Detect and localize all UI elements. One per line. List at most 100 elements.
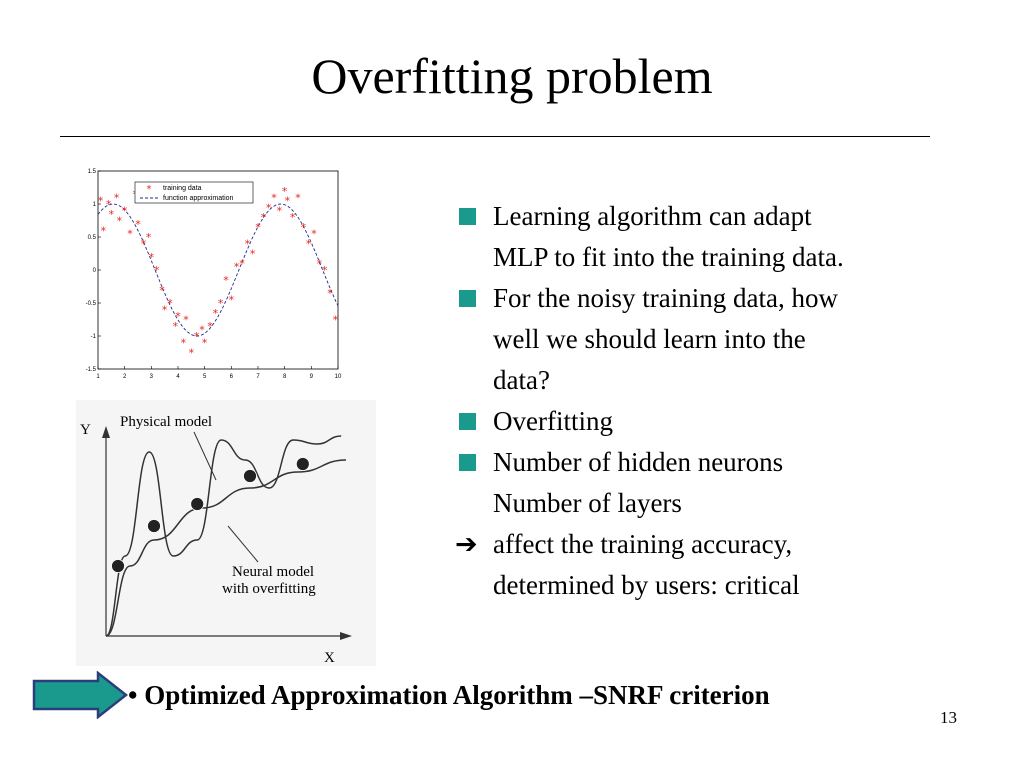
y-axis-arrowhead: [102, 426, 110, 438]
training-data-point: *: [290, 211, 296, 224]
x-tick-label: 7: [256, 374, 260, 380]
bottom-bullet: •: [128, 680, 138, 710]
y-tick-label: 0.5: [88, 235, 97, 241]
neural-model-label-line2: with overfitting: [222, 581, 316, 597]
training-data-point: *: [202, 337, 208, 350]
arrow-callout-icon: [32, 671, 128, 719]
neural-model-pointer: [227, 525, 259, 563]
training-data-point: *: [327, 287, 333, 300]
bullet-text: Number of layers: [493, 488, 682, 518]
training-data-point: *: [189, 347, 195, 360]
bullet-item: For the noisy training data, how: [455, 278, 975, 319]
training-data-point: *: [282, 185, 288, 198]
square-bullet-icon: [459, 290, 476, 307]
training-data-point: *: [127, 228, 133, 241]
y-tick-label: -1: [91, 334, 97, 340]
training-data-point: *: [141, 238, 147, 251]
training-data-point: *: [234, 261, 240, 274]
neural-model-curve: [105, 435, 342, 637]
training-data-point: *: [223, 274, 229, 287]
diagram-background: [76, 400, 376, 666]
x-tick-label: 9: [310, 374, 314, 380]
training-data-point: *: [167, 297, 173, 310]
training-data-point: *: [106, 198, 112, 211]
y-tick-label: 1: [93, 202, 97, 208]
slide-title: Overfitting problem: [311, 48, 713, 104]
training-data-point: *: [181, 337, 187, 350]
bullet-text: Learning algorithm can adapt: [493, 201, 812, 231]
neural-model-label: Neural model: [232, 564, 314, 580]
y-axis-label: Y: [80, 422, 91, 438]
training-data-point: *: [183, 314, 189, 327]
training-data-point: *: [173, 320, 179, 333]
arrow-item-continuation: determined by users: critical: [455, 565, 975, 606]
training-data-point: *: [322, 264, 328, 277]
x-tick-label: 2: [123, 374, 127, 380]
training-data-point: *: [317, 257, 323, 270]
physical-model-pointer: [193, 431, 217, 481]
legend-star-icon: *: [147, 184, 152, 195]
bullet-text: Number of hidden neurons: [493, 447, 784, 477]
bullet-item: Learning algorithm can adapt: [455, 196, 975, 237]
x-tick-label: 6: [230, 374, 234, 380]
training-data-point: *: [277, 205, 283, 218]
training-data-point: *: [101, 224, 107, 237]
training-data-point: *: [229, 294, 235, 307]
bullet-text: well we should learn into the: [493, 324, 806, 354]
training-data-point: *: [175, 310, 181, 323]
x-axis-label: X: [324, 650, 335, 666]
bullet-text: MLP to fit into the training data.: [493, 242, 844, 272]
y-tick-label: 1.5: [88, 169, 97, 175]
square-bullet-icon: [459, 454, 476, 471]
x-axis-arrowhead: [340, 632, 352, 640]
square-bullet-icon: [459, 208, 476, 225]
training-data-point: *: [159, 284, 165, 297]
arrow-item-text: affect the training accuracy,: [493, 529, 793, 559]
x-tick-label: 5: [203, 374, 207, 380]
bottom-takeaway: • Optimized Approximation Algorithm –SNR…: [128, 676, 770, 714]
page-number: 13: [940, 708, 957, 727]
training-data-point: *: [218, 297, 224, 310]
y-tick-label: -1.5: [86, 367, 97, 373]
bullet-list: Learning algorithm can adapt MLP to fit i…: [455, 196, 975, 606]
training-point: [190, 497, 205, 511]
training-data-point: *: [285, 195, 291, 208]
training-point: [243, 469, 257, 483]
square-bullet-icon: [459, 413, 476, 430]
training-data-point: *: [114, 191, 120, 204]
bullet-item-continuation: MLP to fit into the training data.: [455, 237, 975, 278]
x-tick-label: 1: [96, 374, 100, 380]
training-data-point: *: [239, 257, 245, 270]
training-data-point: *: [245, 238, 251, 251]
bullet-item: Number of hidden neurons: [455, 442, 975, 483]
training-point: [111, 559, 125, 573]
training-data-point: *: [311, 228, 317, 241]
training-data-point: *: [261, 211, 267, 224]
function-approximation-line: [97, 203, 339, 337]
chart1-legend-box: [134, 181, 254, 204]
bullet-text: Overfitting: [493, 406, 613, 436]
bullet-item-continuation: Number of layers: [455, 483, 975, 524]
y-tick-label: 0: [93, 268, 97, 274]
training-data-point: *: [162, 304, 168, 317]
bullet-item-continuation: well we should learn into the: [455, 319, 975, 360]
sine-fit-chart: 1 2 3 4 5 6 7 8 9 101.510.50-0.5-1-1.5 **********…: [86, 169, 342, 380]
title-divider: [60, 136, 930, 137]
training-data-point: *: [109, 208, 115, 221]
y-tick-label: -0.5: [86, 301, 97, 307]
training-data-point: *: [266, 201, 272, 214]
bullet-text: data?: [493, 365, 550, 395]
bullet-item: Overfitting: [455, 401, 975, 442]
training-point: [295, 457, 310, 471]
training-data-point: *: [199, 323, 205, 336]
training-data-point: *: [295, 191, 301, 204]
training-data-point: *: [146, 231, 152, 244]
training-data-point: *: [271, 191, 277, 204]
chart1-plot-frame: [97, 170, 339, 370]
arrow-item: ➔ affect the training accuracy,: [455, 524, 975, 565]
training-data-point: *: [213, 307, 219, 320]
training-data-point: *: [117, 215, 123, 228]
training-data-point: *: [306, 238, 312, 251]
training-data-point: *: [255, 221, 261, 234]
